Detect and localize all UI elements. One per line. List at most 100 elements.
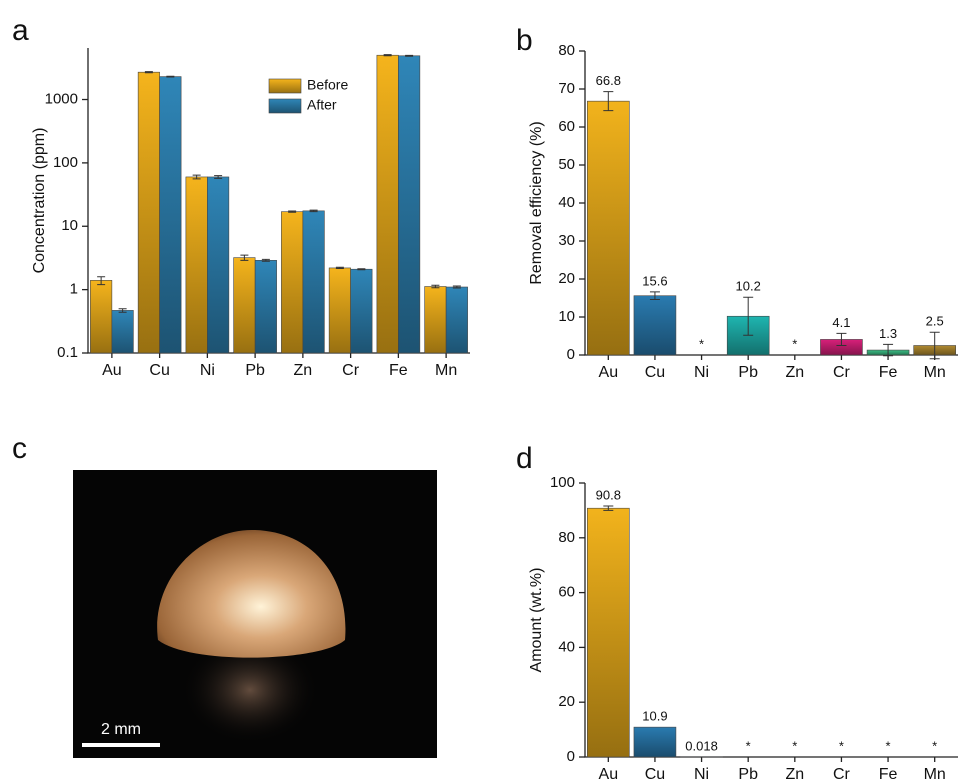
panel-letter: d bbox=[516, 442, 533, 475]
error-bar bbox=[405, 54, 414, 57]
value-label: 10.9 bbox=[642, 709, 667, 724]
value-label: 15.6 bbox=[642, 273, 667, 288]
value-label: * bbox=[746, 738, 751, 753]
error-bar bbox=[649, 291, 660, 301]
y-tick-label: 0 bbox=[567, 748, 575, 765]
value-label: 0.018 bbox=[685, 738, 718, 753]
error-bar bbox=[357, 268, 366, 271]
x-tick-label: Zn bbox=[785, 364, 804, 381]
y-tick-label: 60 bbox=[558, 118, 575, 135]
x-tick-label: Au bbox=[102, 362, 122, 379]
y-tick-label: 20 bbox=[558, 270, 575, 287]
legend-label: Before bbox=[307, 77, 348, 93]
bar bbox=[587, 100, 630, 356]
x-tick-label: Cu bbox=[149, 362, 169, 379]
bar bbox=[207, 176, 230, 354]
x-tick-label: Fe bbox=[389, 362, 408, 379]
scale-label: 2 mm bbox=[101, 721, 141, 738]
error-bar bbox=[261, 258, 270, 262]
y-tick-label: 1 bbox=[70, 281, 78, 298]
error-bar bbox=[603, 91, 614, 112]
x-tick-label: Cr bbox=[833, 364, 851, 381]
bar bbox=[633, 295, 677, 356]
bar bbox=[398, 55, 421, 354]
x-tick-label: Cr bbox=[342, 362, 360, 379]
x-tick-label: Ni bbox=[200, 362, 215, 379]
panel-letter: c bbox=[12, 432, 27, 465]
error-bar bbox=[240, 254, 249, 261]
bar bbox=[633, 726, 677, 758]
bar bbox=[350, 268, 373, 354]
error-bar bbox=[192, 174, 201, 180]
x-tick-label: Cr bbox=[833, 766, 851, 783]
error-bar bbox=[383, 54, 392, 57]
error-bar bbox=[214, 175, 223, 179]
y-tick-label: 40 bbox=[558, 194, 575, 211]
axes bbox=[584, 483, 958, 758]
value-label: * bbox=[699, 336, 704, 351]
value-label: * bbox=[792, 738, 797, 753]
x-tick-label: Mn bbox=[435, 362, 457, 379]
photo bbox=[73, 470, 437, 758]
error-bar bbox=[118, 308, 127, 313]
error-bar bbox=[166, 75, 175, 78]
y-axis-label: Concentration (ppm) bbox=[31, 128, 48, 274]
y-tick-label: 50 bbox=[558, 156, 575, 173]
bar bbox=[376, 54, 399, 354]
y-tick-label: 80 bbox=[558, 42, 575, 59]
bar bbox=[587, 507, 630, 758]
x-tick-label: Au bbox=[599, 364, 619, 381]
bar bbox=[328, 267, 351, 354]
value-label: 2.5 bbox=[926, 314, 944, 329]
x-tick-label: Fe bbox=[879, 766, 898, 783]
legend-label: After bbox=[307, 97, 337, 113]
error-bar bbox=[144, 71, 153, 74]
panel-letter: a bbox=[12, 14, 29, 47]
x-tick-label: Cu bbox=[645, 364, 665, 381]
x-tick-label: Fe bbox=[879, 364, 898, 381]
bar bbox=[445, 286, 468, 354]
x-tick-label: Pb bbox=[245, 362, 265, 379]
error-bar bbox=[288, 210, 297, 213]
error-bar bbox=[603, 505, 614, 511]
value-label: * bbox=[932, 738, 937, 753]
y-tick-label: 0 bbox=[567, 346, 575, 363]
bar bbox=[111, 310, 134, 354]
bar bbox=[254, 260, 277, 354]
bar bbox=[185, 176, 208, 354]
error-bar bbox=[97, 276, 106, 286]
x-tick-label: Cu bbox=[645, 766, 665, 783]
y-tick-label: 30 bbox=[558, 232, 575, 249]
y-tick-label: 20 bbox=[558, 693, 575, 710]
reflection bbox=[180, 635, 320, 745]
error-bar bbox=[929, 331, 940, 360]
error-bar bbox=[431, 284, 440, 289]
bar bbox=[424, 286, 447, 354]
y-tick-label: 60 bbox=[558, 584, 575, 601]
bar bbox=[90, 280, 113, 354]
x-tick-label: Pb bbox=[738, 364, 758, 381]
legend-swatch bbox=[268, 98, 302, 114]
y-tick-label: 70 bbox=[558, 80, 575, 97]
error-bar bbox=[883, 343, 894, 357]
value-label: 66.8 bbox=[596, 73, 621, 88]
value-label: * bbox=[839, 738, 844, 753]
value-label: 90.8 bbox=[596, 487, 621, 502]
x-tick-label: Zn bbox=[294, 362, 313, 379]
value-label: 1.3 bbox=[879, 326, 897, 341]
bar bbox=[137, 71, 160, 354]
bar bbox=[302, 210, 325, 354]
x-tick-label: Ni bbox=[694, 766, 709, 783]
value-label: * bbox=[886, 738, 891, 753]
x-tick-label: Zn bbox=[785, 766, 804, 783]
x-tick-label: Pb bbox=[738, 766, 758, 783]
error-bar bbox=[836, 332, 847, 346]
y-tick-label: 10 bbox=[558, 308, 575, 325]
x-tick-label: Ni bbox=[694, 364, 709, 381]
bar bbox=[159, 76, 182, 354]
value-label: 4.1 bbox=[832, 315, 850, 330]
legend-swatch bbox=[268, 78, 302, 94]
y-tick-label: 100 bbox=[53, 154, 78, 171]
x-tick-label: Mn bbox=[924, 364, 946, 381]
